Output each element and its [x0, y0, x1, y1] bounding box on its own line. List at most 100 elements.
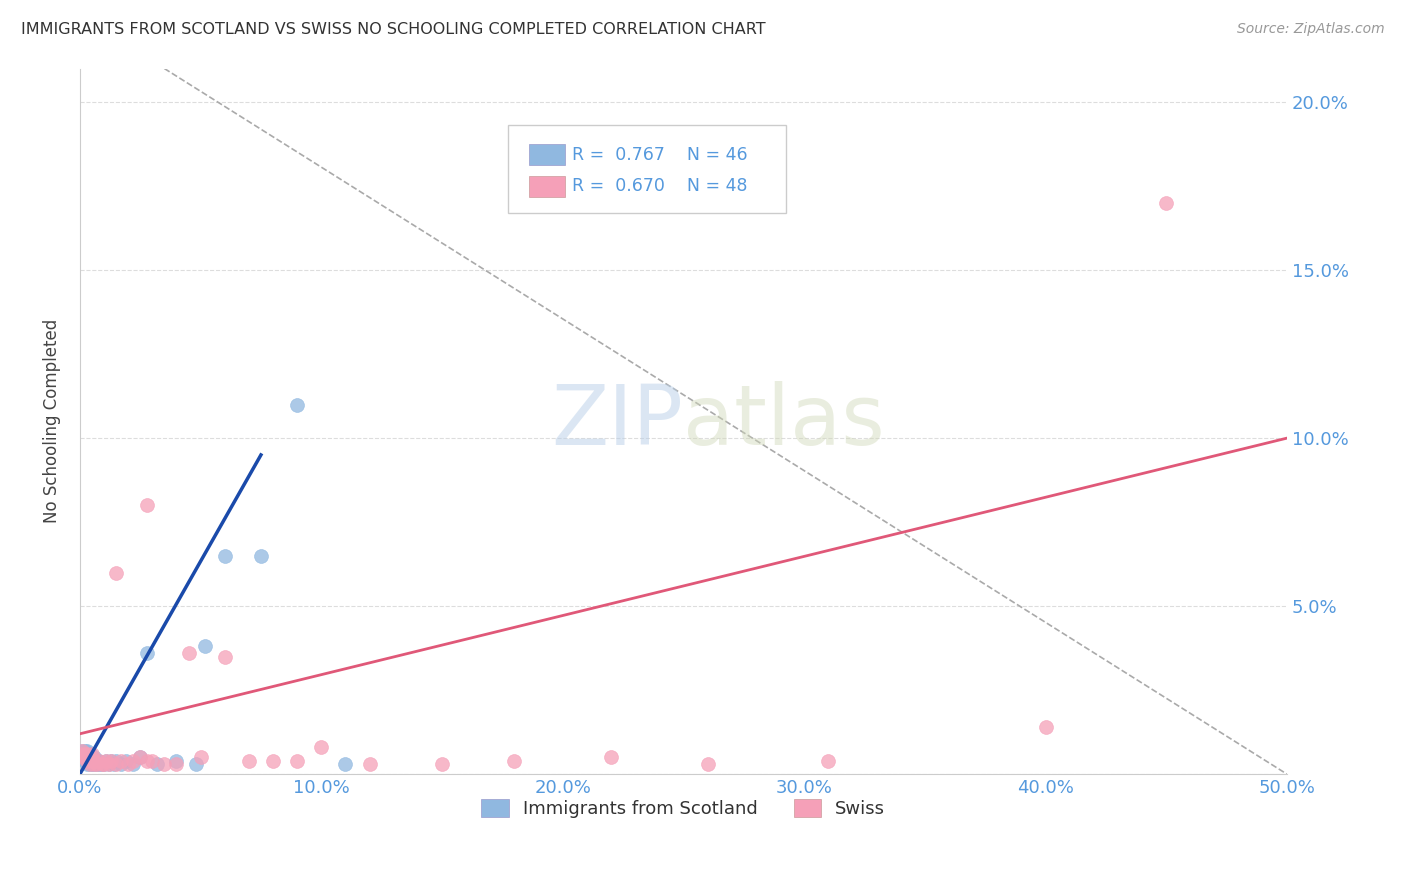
Point [97, 757, 120, 772]
Point [76, 750, 98, 764]
Text: IMMIGRANTS FROM SCOTLAND VS SWISS NO SCHOOLING COMPLETED CORRELATION CHART: IMMIGRANTS FROM SCOTLAND VS SWISS NO SCH… [21, 22, 766, 37]
FancyBboxPatch shape [529, 144, 565, 165]
Point [238, 754, 260, 768]
Text: ZIP: ZIP [551, 381, 683, 462]
Text: Source: ZipAtlas.com: Source: ZipAtlas.com [1237, 22, 1385, 37]
Point [129, 750, 152, 764]
Point [359, 757, 381, 772]
Point [214, 549, 236, 563]
Point [129, 750, 152, 764]
Point [72, 750, 94, 764]
Point [105, 754, 128, 768]
Point [72, 750, 94, 764]
Point [79, 754, 101, 768]
Point [177, 646, 200, 660]
Point [136, 646, 159, 660]
Point [136, 499, 159, 513]
Point [79, 750, 101, 764]
Point [79, 750, 101, 764]
Point [503, 754, 526, 768]
Point [285, 398, 308, 412]
Point [184, 757, 207, 772]
Point [79, 747, 101, 761]
Point [72, 747, 94, 761]
Point [86, 757, 108, 772]
FancyBboxPatch shape [509, 125, 786, 213]
Point [72, 743, 94, 757]
Point [97, 757, 120, 772]
Point [86, 757, 108, 772]
Point [214, 649, 236, 664]
Point [76, 750, 98, 764]
Point [90, 757, 112, 772]
Point [76, 754, 98, 768]
Point [817, 754, 839, 768]
Point [93, 757, 115, 772]
Point [79, 757, 101, 772]
Point [165, 757, 187, 772]
Point [262, 754, 284, 768]
Point [141, 754, 163, 768]
Point [311, 740, 333, 755]
Point [93, 757, 115, 772]
Point [103, 757, 125, 772]
Point [89, 754, 111, 768]
Point [105, 566, 128, 580]
Point [90, 757, 112, 772]
Point [1035, 720, 1057, 734]
Point [76, 747, 98, 761]
Point [73, 750, 96, 764]
Point [136, 754, 159, 768]
Point [696, 757, 718, 772]
Y-axis label: No Schooling Completed: No Schooling Completed [44, 319, 60, 524]
Point [153, 757, 176, 772]
Point [73, 750, 96, 764]
Point [100, 754, 122, 768]
Point [83, 754, 105, 768]
Point [72, 743, 94, 757]
Point [146, 757, 169, 772]
Point [76, 757, 98, 772]
Point [1154, 195, 1177, 210]
Point [335, 757, 357, 772]
Point [110, 754, 132, 768]
Text: R =  0.767    N = 46: R = 0.767 N = 46 [572, 145, 748, 163]
Point [76, 754, 98, 768]
Point [73, 754, 96, 768]
Point [122, 757, 145, 772]
Point [96, 754, 118, 768]
Point [83, 750, 105, 764]
Point [72, 747, 94, 761]
Point [83, 757, 105, 772]
Point [110, 757, 132, 772]
Point [250, 549, 273, 563]
Point [89, 754, 111, 768]
Point [114, 754, 136, 768]
Point [76, 747, 98, 761]
Point [89, 757, 111, 772]
Point [190, 750, 212, 764]
Point [79, 757, 101, 772]
Point [430, 757, 453, 772]
Point [600, 750, 623, 764]
Point [80, 754, 103, 768]
Point [76, 743, 98, 757]
Point [73, 747, 96, 761]
Point [80, 757, 103, 772]
Legend: Immigrants from Scotland, Swiss: Immigrants from Scotland, Swiss [474, 791, 893, 825]
Point [165, 754, 187, 768]
Point [83, 757, 105, 772]
Point [83, 754, 105, 768]
Point [285, 754, 308, 768]
Point [80, 750, 103, 764]
Point [105, 757, 128, 772]
Point [122, 754, 145, 768]
Point [73, 747, 96, 761]
Point [73, 743, 96, 757]
Point [96, 754, 118, 768]
Point [80, 754, 103, 768]
Point [194, 640, 217, 654]
Text: atlas: atlas [683, 381, 886, 462]
Point [117, 757, 139, 772]
Point [80, 750, 103, 764]
